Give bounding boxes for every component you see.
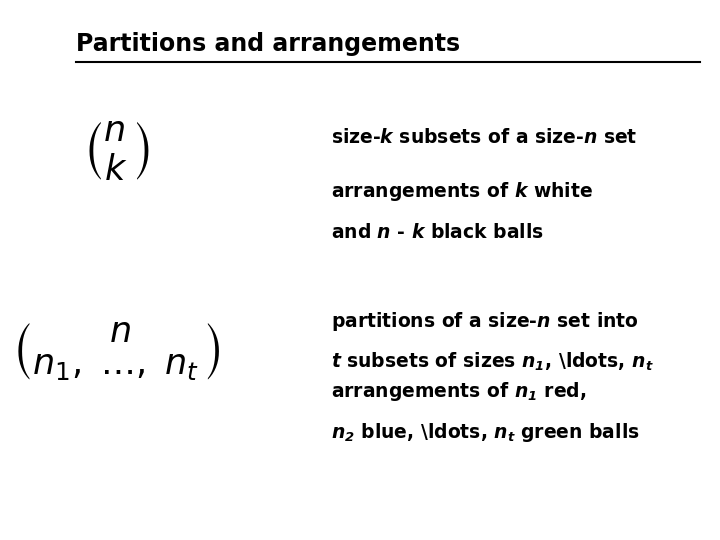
- Text: arrangements of $\bfit{n}_1$ red,: arrangements of $\bfit{n}_1$ red,: [330, 380, 586, 403]
- Text: $\bfit{n}_2$ blue, \ldots, $\bfit{n}_t$ green balls: $\bfit{n}_2$ blue, \ldots, $\bfit{n}_t$ …: [330, 421, 639, 443]
- Text: partitions of a size-$\bfit{n}$ set into: partitions of a size-$\bfit{n}$ set into: [330, 310, 639, 333]
- Text: size-$\bfit{k}$ subsets of a size-$\bfit{n}$ set: size-$\bfit{k}$ subsets of a size-$\bfit…: [330, 128, 637, 147]
- Text: arrangements of $\bfit{k}$ white: arrangements of $\bfit{k}$ white: [330, 180, 593, 203]
- Text: and $\bfit{n}$ - $\bfit{k}$ black balls: and $\bfit{n}$ - $\bfit{k}$ black balls: [330, 222, 544, 242]
- Text: $\binom{\ \ \ n\ \ }{n_1,\ \ldots,\ n_t}$: $\binom{\ \ \ n\ \ }{n_1,\ \ldots,\ n_t}…: [12, 320, 221, 382]
- Text: Partitions and arrangements: Partitions and arrangements: [76, 32, 460, 56]
- Text: $\bfit{t}$ subsets of sizes $\bfit{n}_1$, \ldots, $\bfit{n}_t$: $\bfit{t}$ subsets of sizes $\bfit{n}_1$…: [330, 350, 654, 373]
- Text: $\binom{n}{k}$: $\binom{n}{k}$: [82, 119, 150, 183]
